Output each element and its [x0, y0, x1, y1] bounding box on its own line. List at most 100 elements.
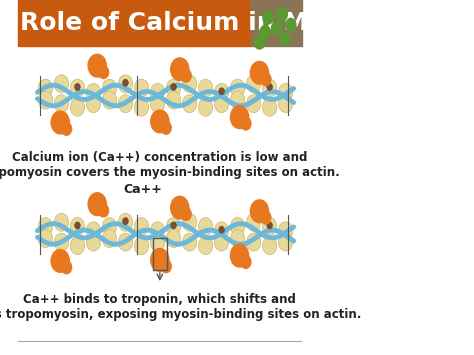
Circle shape: [246, 213, 261, 231]
Circle shape: [54, 95, 69, 113]
Circle shape: [88, 193, 106, 215]
Circle shape: [182, 213, 197, 231]
Circle shape: [86, 95, 100, 113]
Circle shape: [219, 88, 224, 95]
Circle shape: [150, 83, 164, 101]
Circle shape: [230, 106, 249, 129]
Circle shape: [286, 18, 296, 31]
Circle shape: [118, 213, 133, 231]
Circle shape: [38, 230, 53, 247]
Circle shape: [166, 91, 181, 109]
Circle shape: [54, 233, 69, 251]
Circle shape: [230, 79, 245, 97]
Circle shape: [118, 75, 133, 93]
Circle shape: [182, 95, 197, 113]
Circle shape: [118, 95, 133, 113]
Circle shape: [182, 75, 197, 93]
Circle shape: [70, 237, 85, 255]
Circle shape: [134, 79, 149, 97]
Circle shape: [255, 36, 264, 49]
Circle shape: [102, 91, 117, 109]
Circle shape: [171, 196, 189, 219]
Circle shape: [86, 233, 100, 251]
Text: Role of Calcium in Muscle Contraction: Role of Calcium in Muscle Contraction: [20, 11, 474, 35]
Circle shape: [199, 98, 213, 116]
Circle shape: [51, 250, 69, 272]
Circle shape: [151, 248, 169, 271]
Circle shape: [171, 222, 176, 229]
Circle shape: [199, 79, 213, 97]
Circle shape: [250, 61, 269, 84]
Circle shape: [263, 98, 277, 116]
Circle shape: [260, 26, 270, 38]
Circle shape: [261, 73, 271, 86]
Text: Ca++: Ca++: [123, 184, 162, 196]
Circle shape: [99, 66, 109, 78]
Circle shape: [102, 218, 117, 235]
Circle shape: [150, 222, 164, 240]
Circle shape: [279, 83, 293, 101]
Circle shape: [279, 233, 293, 251]
Circle shape: [214, 95, 229, 113]
Circle shape: [214, 83, 229, 101]
Circle shape: [181, 208, 191, 220]
Circle shape: [102, 230, 117, 247]
Circle shape: [246, 95, 261, 113]
Circle shape: [134, 237, 149, 255]
Circle shape: [277, 8, 287, 21]
Circle shape: [246, 233, 261, 251]
Circle shape: [230, 244, 249, 267]
Circle shape: [54, 213, 69, 231]
Circle shape: [134, 98, 149, 116]
Circle shape: [86, 83, 100, 101]
Circle shape: [38, 218, 53, 235]
Circle shape: [54, 75, 69, 93]
Circle shape: [279, 95, 293, 113]
Text: Calcium ion (Ca++) concentration is low and: Calcium ion (Ca++) concentration is low …: [12, 152, 308, 164]
Text: Ca++ binds to troponin, which shifts and: Ca++ binds to troponin, which shifts and: [23, 294, 296, 306]
Circle shape: [38, 79, 53, 97]
Circle shape: [199, 218, 213, 235]
Text: moves tropomyosin, exposing myosin-binding sites on actin.: moves tropomyosin, exposing myosin-bindi…: [0, 308, 361, 321]
Circle shape: [123, 218, 128, 225]
Circle shape: [279, 222, 293, 240]
Circle shape: [263, 79, 277, 97]
Circle shape: [102, 79, 117, 97]
Circle shape: [267, 222, 273, 229]
Circle shape: [230, 218, 245, 235]
Circle shape: [272, 22, 282, 35]
Circle shape: [171, 58, 189, 81]
Circle shape: [161, 121, 171, 134]
Circle shape: [99, 204, 109, 217]
Circle shape: [280, 33, 290, 45]
Circle shape: [70, 98, 85, 116]
Circle shape: [261, 211, 271, 224]
Circle shape: [70, 218, 85, 235]
Circle shape: [230, 91, 245, 109]
Circle shape: [199, 237, 213, 255]
Circle shape: [171, 83, 176, 91]
Circle shape: [241, 117, 251, 130]
Circle shape: [123, 79, 128, 86]
Circle shape: [150, 95, 164, 113]
Bar: [251, 0, 302, 46]
Circle shape: [61, 122, 72, 135]
Circle shape: [74, 222, 80, 229]
Circle shape: [118, 233, 133, 251]
Circle shape: [74, 83, 80, 91]
Circle shape: [166, 218, 181, 235]
Circle shape: [61, 261, 72, 274]
Circle shape: [161, 260, 171, 273]
Circle shape: [182, 233, 197, 251]
Circle shape: [88, 54, 106, 77]
Text: tropomyosin covers the myosin-binding sites on actin.: tropomyosin covers the myosin-binding si…: [0, 166, 340, 179]
Circle shape: [230, 230, 245, 247]
Circle shape: [134, 218, 149, 235]
Circle shape: [166, 79, 181, 97]
Circle shape: [51, 111, 69, 134]
Circle shape: [70, 79, 85, 97]
Circle shape: [241, 256, 251, 268]
Circle shape: [166, 230, 181, 247]
Circle shape: [267, 83, 273, 91]
Circle shape: [263, 237, 277, 255]
